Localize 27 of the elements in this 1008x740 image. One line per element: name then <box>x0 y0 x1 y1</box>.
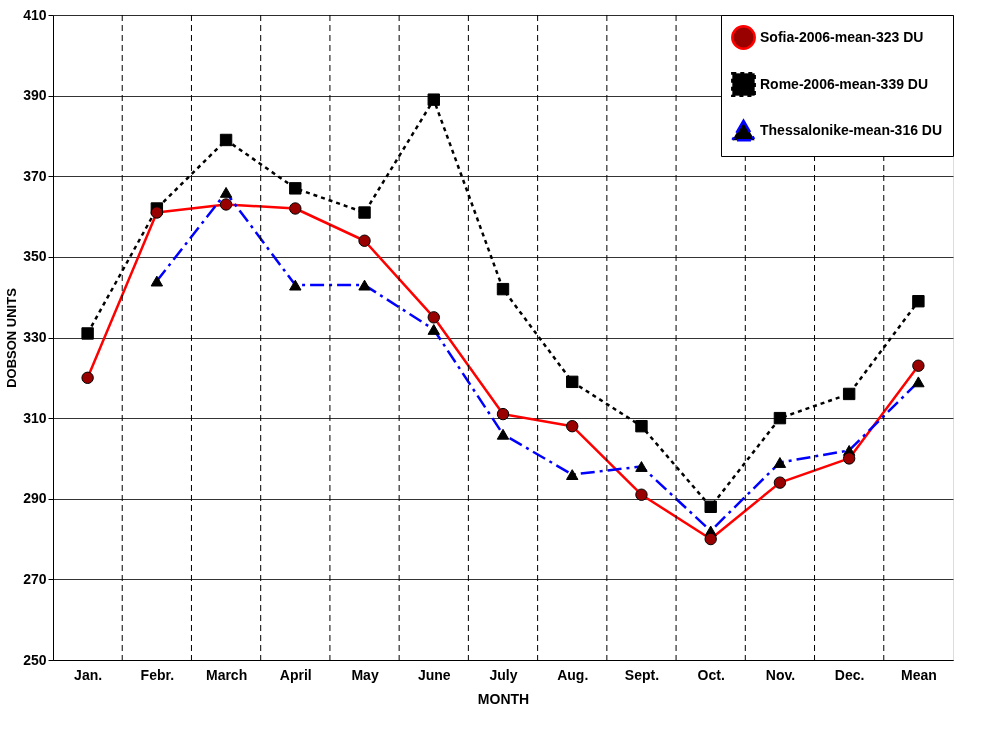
x-tick-label: June <box>417 666 451 683</box>
x-tick-label: March <box>205 666 248 683</box>
y-tick-label: 310 <box>23 409 47 426</box>
y-tick-label: 410 <box>23 6 47 23</box>
x-tick-label: Jan. <box>74 666 103 683</box>
y-axis-title: DOBSON UNITS <box>4 287 20 388</box>
y-tick-label: 350 <box>23 248 47 265</box>
x-tick-label: May <box>351 666 379 683</box>
x-tick-label: Dec. <box>834 666 865 683</box>
x-tick-label: Oct. <box>697 666 725 683</box>
x-tick-label: Nov. <box>765 666 796 683</box>
legend-label: Sofia-2006-mean-323 DU <box>760 28 924 45</box>
y-tick-label: 270 <box>23 570 47 587</box>
y-tick-label: 390 <box>23 87 47 104</box>
y-tick-label: 370 <box>23 167 47 184</box>
y-tick-label: 290 <box>23 490 47 507</box>
x-tick-label: Aug. <box>557 666 589 683</box>
x-tick-label: April <box>279 666 312 683</box>
legend-label: Rome-2006-mean-339 DU <box>760 75 929 92</box>
legend-label: Thessalonike-mean-316 DU <box>760 121 943 138</box>
y-tick-label: 250 <box>23 651 47 668</box>
x-axis-title: MONTH <box>477 690 530 707</box>
x-tick-label: Febr. <box>140 666 175 683</box>
x-tick-label: July <box>489 666 518 683</box>
x-tick-label: Mean <box>900 666 937 683</box>
x-tick-label: Sept. <box>624 666 660 683</box>
y-tick-label: 330 <box>23 329 47 345</box>
